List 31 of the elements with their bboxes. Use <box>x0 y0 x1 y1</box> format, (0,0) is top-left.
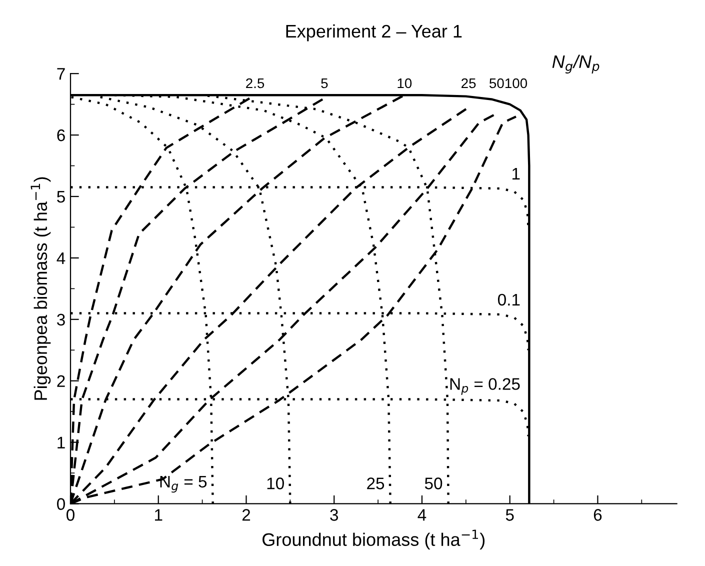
series-label: 10 <box>267 478 284 490</box>
series-label: N$_{p}$ = 0.25 <box>450 378 520 395</box>
y-tick-label: 7 <box>57 68 65 80</box>
series-label: 0.1 <box>498 294 520 306</box>
y-tick-label: 6 <box>57 129 65 142</box>
x-tick-label: 1 <box>155 509 162 521</box>
y-tick-label: 1 <box>58 436 65 448</box>
x-tick-label: 2 <box>242 509 250 521</box>
y-tick-label: 5 <box>57 191 65 203</box>
x-tick-label: 4 <box>418 509 426 521</box>
series-label: 50 <box>424 478 442 490</box>
series-label: 10 <box>398 78 412 88</box>
y-tick-label: 0 <box>57 498 65 510</box>
x-tick-label: 5 <box>506 509 514 521</box>
series-label: 2.5 <box>246 78 264 88</box>
series-label: 5 <box>321 78 328 88</box>
y-tick-label: 2 <box>57 375 65 387</box>
chart-title: Experiment 2 – Year 1 <box>286 24 462 42</box>
x-tick-label: 6 <box>594 509 602 521</box>
x-tick-label: 3 <box>330 509 338 521</box>
y-tick-label: 4 <box>56 252 66 264</box>
series-label: 25 <box>462 78 476 88</box>
series-label: 1 <box>512 168 520 180</box>
text: N$_{g}$/N$_{p}$ <box>552 54 600 74</box>
y-tick-label: 3 <box>57 314 65 326</box>
series-label: 25 <box>367 478 384 490</box>
x-axis-title: Groundnut biomass (t ha$^{−1}$) <box>262 530 485 550</box>
text: 100 <box>505 78 528 88</box>
series-label: 50 <box>490 78 504 88</box>
x-tick-label: 0 <box>66 509 74 521</box>
y-axis-title: Pigeonpea biomass (t ha$^{−1}$) <box>30 177 51 400</box>
